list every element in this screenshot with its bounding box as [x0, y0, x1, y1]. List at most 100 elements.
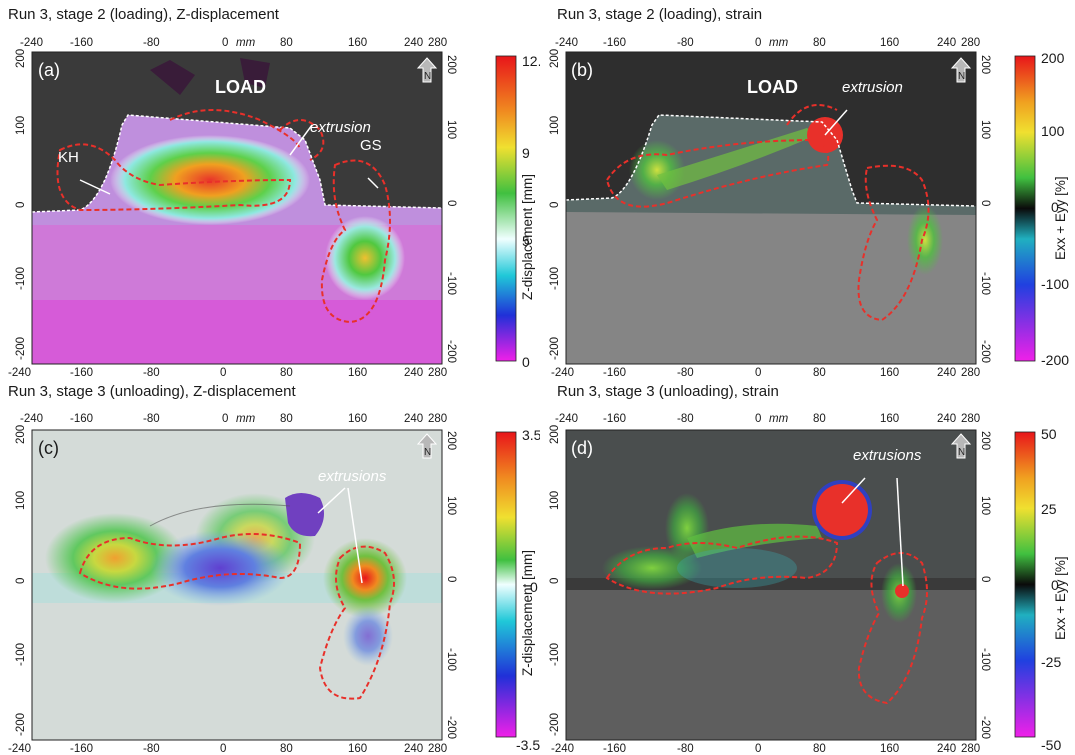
svg-text:-200: -200	[1041, 352, 1069, 368]
svg-text:-160: -160	[603, 743, 626, 755]
colorbar-b-label: Exx + Eyy [%]	[1053, 176, 1068, 260]
svg-text:0: 0	[1051, 577, 1059, 593]
extrusions-label-c: extrusions	[318, 468, 387, 485]
svg-text:3.5: 3.5	[522, 427, 540, 443]
svg-text:mm: mm	[769, 413, 789, 425]
extrusion-label-b: extrusion	[842, 79, 903, 96]
svg-text:280: 280	[961, 37, 980, 49]
svg-text:-100: -100	[549, 643, 561, 666]
svg-text:-80: -80	[677, 367, 694, 378]
north-arrow-icon: N	[416, 433, 438, 459]
svg-text:280: 280	[428, 743, 447, 755]
svg-text:-80: -80	[143, 37, 160, 49]
y-ticks-left: 200 100 0 -100 -200	[15, 425, 27, 736]
svg-text:-160: -160	[603, 413, 626, 425]
svg-text:100: 100	[445, 120, 457, 139]
colorbar-c-label: Z-displacement [mm]	[520, 550, 535, 676]
svg-text:-240: -240	[8, 367, 31, 378]
x-ticks-bottom: -240 -160 -80 0 80 160 240 280	[551, 743, 980, 755]
svg-text:200: 200	[549, 49, 561, 68]
svg-text:0: 0	[220, 367, 226, 378]
svg-text:N: N	[958, 447, 965, 458]
svg-text:-100: -100	[979, 272, 991, 295]
svg-text:-100: -100	[1041, 276, 1069, 292]
svg-text:-200: -200	[445, 716, 457, 739]
svg-text:280: 280	[428, 413, 447, 425]
svg-text:0: 0	[979, 200, 991, 206]
panel-c-letter: (c)	[38, 438, 59, 458]
svg-text:160: 160	[348, 413, 367, 425]
svg-text:0: 0	[755, 743, 761, 755]
svg-text:9: 9	[522, 145, 530, 161]
svg-text:-240: -240	[8, 743, 31, 755]
gs-label: GS	[360, 137, 382, 154]
svg-text:100: 100	[1041, 123, 1065, 139]
panel-b: Run 3, stage 2 (loading), strain	[537, 0, 1075, 378]
svg-text:-100: -100	[979, 648, 991, 671]
svg-text:0: 0	[1051, 199, 1059, 215]
svg-text:0: 0	[549, 578, 561, 584]
svg-text:200: 200	[15, 49, 27, 68]
panel-d: Run 3, stage 3 (unloading), strain	[537, 378, 1075, 755]
kh-label: KH	[58, 149, 79, 166]
svg-text:0: 0	[445, 200, 457, 206]
svg-text:-100: -100	[445, 272, 457, 295]
y-ticks-right: 200 100 0 -100 -200	[445, 431, 457, 739]
x-ticks-bottom: -240 -160 -80 0 80 160 240 280	[551, 367, 980, 378]
svg-text:50: 50	[1041, 426, 1057, 442]
colorbar-b-ticks: 200 100 0 -100 -200	[1041, 50, 1069, 368]
svg-text:-160: -160	[70, 413, 93, 425]
svg-text:-160: -160	[70, 37, 93, 49]
svg-text:-25: -25	[1041, 654, 1061, 670]
panel-a-letter: (a)	[38, 60, 60, 80]
svg-text:160: 160	[348, 37, 367, 49]
x-ticks-top: -240 -160 -80 0 mm 80 160 240 280	[555, 37, 980, 49]
y-ticks-left: 200 100 0 -100 -200	[549, 49, 561, 360]
svg-text:mm: mm	[236, 37, 256, 49]
svg-text:0: 0	[445, 576, 457, 582]
svg-text:0: 0	[522, 354, 530, 370]
colorbar-c	[495, 431, 517, 738]
svg-text:280: 280	[961, 413, 980, 425]
svg-text:240: 240	[404, 743, 423, 755]
svg-text:0: 0	[530, 579, 538, 595]
svg-text:25: 25	[1041, 501, 1057, 517]
svg-text:100: 100	[445, 496, 457, 515]
svg-text:-100: -100	[445, 648, 457, 671]
svg-text:-240: -240	[20, 413, 43, 425]
svg-text:mm: mm	[236, 413, 256, 425]
svg-text:-80: -80	[677, 743, 694, 755]
svg-text:-200: -200	[979, 716, 991, 739]
svg-text:160: 160	[880, 37, 899, 49]
extrusion-label: extrusion	[310, 119, 371, 136]
svg-text:-200: -200	[15, 337, 27, 360]
svg-text:-80: -80	[143, 743, 160, 755]
svg-text:0: 0	[755, 367, 761, 378]
svg-text:240: 240	[937, 743, 956, 755]
svg-text:0: 0	[755, 37, 761, 49]
load-label-b: LOAD	[747, 77, 798, 97]
panel-a: Run 3, stage 2 (loading), Z-displacement	[0, 0, 540, 378]
svg-text:200: 200	[979, 431, 991, 450]
panel-a-title: Run 3, stage 2 (loading), Z-displacement	[8, 6, 279, 23]
svg-text:0: 0	[220, 743, 226, 755]
svg-text:280: 280	[428, 367, 447, 378]
north-arrow-icon: N	[950, 433, 972, 459]
svg-text:240: 240	[937, 367, 956, 378]
svg-text:-100: -100	[15, 267, 27, 290]
svg-text:0: 0	[222, 37, 228, 49]
svg-text:80: 80	[280, 367, 293, 378]
svg-text:-240: -240	[555, 37, 578, 49]
panel-b-letter: (b)	[571, 60, 593, 80]
svg-text:240: 240	[404, 367, 423, 378]
svg-text:80: 80	[813, 367, 826, 378]
svg-text:-160: -160	[603, 367, 626, 378]
svg-text:-200: -200	[15, 713, 27, 736]
colorbar-a-ticks: 12.5 9 5 0	[522, 53, 540, 370]
svg-text:200: 200	[15, 425, 27, 444]
svg-text:mm: mm	[769, 37, 789, 49]
svg-text:100: 100	[979, 496, 991, 515]
svg-text:80: 80	[280, 37, 293, 49]
y-ticks-right: 200 100 0 -100 -200	[979, 431, 991, 739]
svg-text:80: 80	[813, 413, 826, 425]
